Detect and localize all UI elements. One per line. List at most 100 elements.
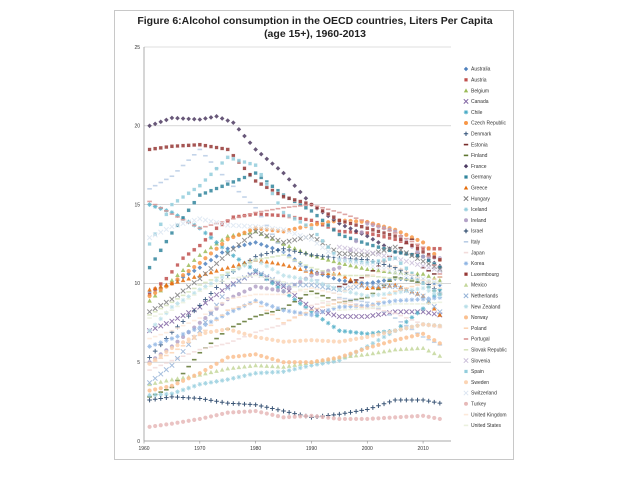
data-point: [342, 353, 348, 358]
data-point: [303, 364, 309, 369]
data-point: [303, 308, 309, 311]
data-point: [326, 415, 331, 420]
data-point: [219, 173, 225, 176]
legend-item: Israel: [463, 229, 483, 235]
data-point: [164, 384, 169, 390]
data-point: [186, 313, 191, 319]
data-point: [175, 379, 180, 382]
data-point: [431, 273, 437, 275]
data-point: [342, 302, 348, 305]
data-point: [208, 346, 214, 348]
legend-item: Turkey: [464, 402, 487, 408]
data-point: [214, 114, 219, 119]
data-point: [219, 221, 225, 227]
data-point: [236, 296, 242, 299]
data-point: [364, 274, 370, 277]
data-point: [342, 219, 347, 224]
data-point: [258, 363, 264, 368]
data-point: [409, 280, 415, 282]
data-point: [191, 217, 197, 224]
data-point: [247, 303, 253, 305]
data-point: [364, 285, 370, 290]
data-point: [298, 199, 303, 204]
legend-item: Czech Republic: [464, 121, 507, 127]
data-point: [398, 246, 404, 249]
series-poland: [147, 276, 443, 365]
data-point: [348, 410, 353, 415]
data-point: [231, 297, 236, 300]
data-point: [264, 336, 269, 341]
data-point: [180, 288, 186, 294]
data-point: [186, 143, 191, 148]
data-point: [281, 369, 286, 374]
data-point: [298, 360, 303, 365]
data-point: [320, 289, 325, 292]
legend-label: Belgium: [471, 88, 489, 94]
data-point: [303, 204, 309, 207]
data-point: [415, 253, 420, 258]
data-point: [353, 313, 359, 320]
data-point: [259, 285, 264, 290]
data-point: [370, 333, 375, 338]
data-point: [253, 408, 258, 414]
data-point: [152, 366, 158, 369]
data-point: [370, 312, 376, 319]
data-point: [392, 347, 398, 352]
data-point: [364, 301, 370, 304]
data-point: [398, 230, 403, 235]
data-point: [320, 317, 325, 322]
data-point: [314, 414, 320, 419]
data-point: [225, 118, 231, 123]
data-point: [415, 303, 420, 305]
data-point: [152, 315, 158, 317]
data-point: [426, 302, 431, 305]
legend-label: Israel: [471, 229, 483, 235]
legend-marker: [463, 241, 469, 243]
data-point: [359, 347, 364, 352]
data-point: [342, 258, 348, 264]
legend-item: Switzerland: [463, 390, 497, 397]
data-point: [152, 204, 158, 209]
data-point: [197, 290, 203, 293]
data-point: [181, 256, 186, 261]
data-point: [197, 252, 203, 257]
legend-item: Chile: [463, 110, 483, 116]
data-point: [431, 399, 437, 405]
data-point: [180, 301, 186, 304]
data-point: [337, 221, 342, 226]
data-point: [236, 364, 242, 370]
data-point: [191, 338, 197, 340]
data-point: [404, 266, 409, 271]
data-point: [353, 259, 359, 266]
data-point: [370, 259, 375, 264]
data-point: [348, 263, 353, 268]
data-point: [398, 247, 404, 253]
data-point: [331, 217, 337, 223]
data-point: [398, 268, 404, 270]
data-point: [153, 423, 158, 429]
data-point: [292, 297, 298, 302]
data-point: [398, 288, 404, 291]
data-point: [336, 313, 343, 320]
data-point: [331, 299, 337, 302]
data-point: [197, 265, 203, 270]
data-point: [409, 243, 414, 248]
data-point: [393, 328, 398, 333]
legend-marker: [463, 390, 469, 396]
data-point: [203, 415, 208, 420]
x-tick-label: 1980: [250, 446, 261, 452]
data-point: [325, 287, 331, 290]
data-point: [270, 412, 275, 417]
data-point: [169, 224, 175, 230]
data-point: [437, 268, 443, 274]
data-point: [404, 297, 409, 303]
data-point: [247, 409, 253, 414]
data-point: [169, 230, 174, 235]
data-point: [180, 312, 186, 319]
data-point: [370, 344, 375, 349]
data-point: [398, 414, 403, 420]
data-point: [303, 311, 309, 314]
data-point: [203, 281, 208, 284]
data-point: [370, 405, 376, 410]
data-point: [359, 248, 365, 254]
